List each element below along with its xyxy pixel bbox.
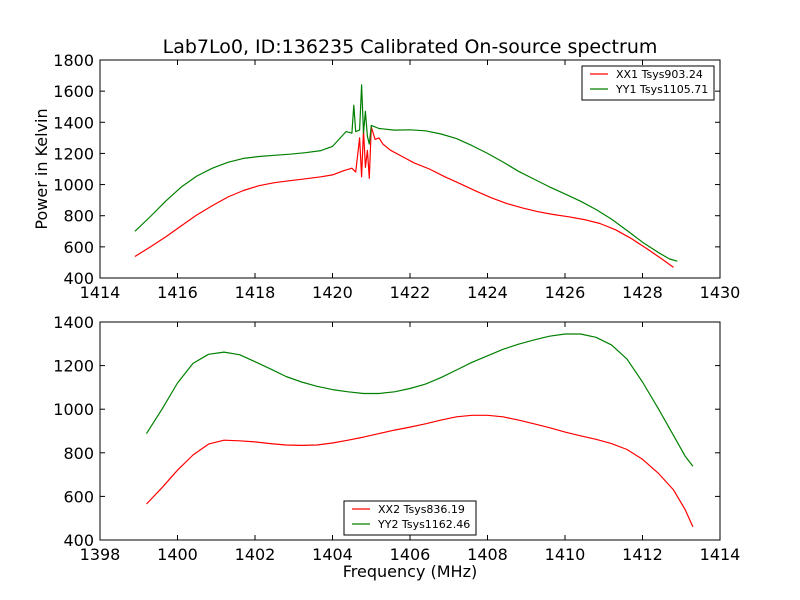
x-tick-label: 1422 [390,283,431,302]
x-tick-label: 1430 [700,283,741,302]
y-tick-label: 800 [63,444,94,463]
x-tick-label: 1402 [235,545,276,564]
y-tick-label: 1400 [53,113,94,132]
y-tick-label: 1200 [53,357,94,376]
spectrum-panel-1: 1414 1416 1418 1420 1422 1424 1426 1428 1430 400 6… [53,51,740,302]
series-line-2-2 [145,333,694,467]
x-tick-label: 1398 [80,545,121,564]
y-tick-label: 1800 [53,51,94,70]
x-tick-label: 1416 [157,283,198,302]
legend-label: XX2 Tsys836.19 [378,503,465,516]
chart-title: Lab7Lo0, ID:136235 Calibrated On-source … [163,36,658,58]
y-tick-label: 600 [63,238,94,257]
series-line-1-2 [134,84,678,262]
x-tick-label: 1420 [312,283,353,302]
x-tick-label: 1408 [467,545,508,564]
y-tick-label: 600 [63,487,94,506]
x-tick-label: 1400 [157,545,198,564]
legend-label: XX1 Tsys903.24 [616,68,703,81]
y-tick-label: 800 [63,207,94,226]
x-tick-label: 1410 [545,545,586,564]
y-tick-label: 1000 [53,400,94,419]
x-tick-label: 1412 [622,545,663,564]
legend-label: YY1 Tsys1105.71 [615,83,708,96]
x-tick-label: 1418 [235,283,276,302]
x-tick-label: 1428 [622,283,663,302]
spectrum-panel-2: 1398 1400 1402 1404 1406 1408 1410 1412 1414 400 6… [53,313,740,564]
x-tick-label: 1414 [700,545,741,564]
y-tick-label: 1600 [53,82,94,101]
y-tick-label: 1400 [53,313,94,332]
x-tick-label: 1426 [545,283,586,302]
x-tick-label: 1406 [390,545,431,564]
x-tick-label: 1414 [80,283,121,302]
x-tick-label: 1404 [312,545,353,564]
y-tick-label: 1200 [53,144,94,163]
x-tick-label: 1424 [467,283,508,302]
y-axis-label-top: Power in Kelvin [32,108,51,229]
y-tick-label: 400 [63,531,94,550]
legend-label: YY2 Tsys1162.46 [377,518,470,531]
x-axis-label-bottom: Frequency (MHz) [343,562,477,581]
y-tick-label: 400 [63,269,94,288]
y-tick-label: 1000 [53,176,94,195]
series-line-1-1 [134,126,674,268]
legend-box [581,65,715,101]
series-line-2-1 [146,414,694,528]
legend: XX2 Tsys836.19 YY2 Tsys1162.46 [343,500,477,536]
legend-box [343,500,477,536]
legend: XX1 Tsys903.24 YY1 Tsys1105.71 [581,65,715,101]
